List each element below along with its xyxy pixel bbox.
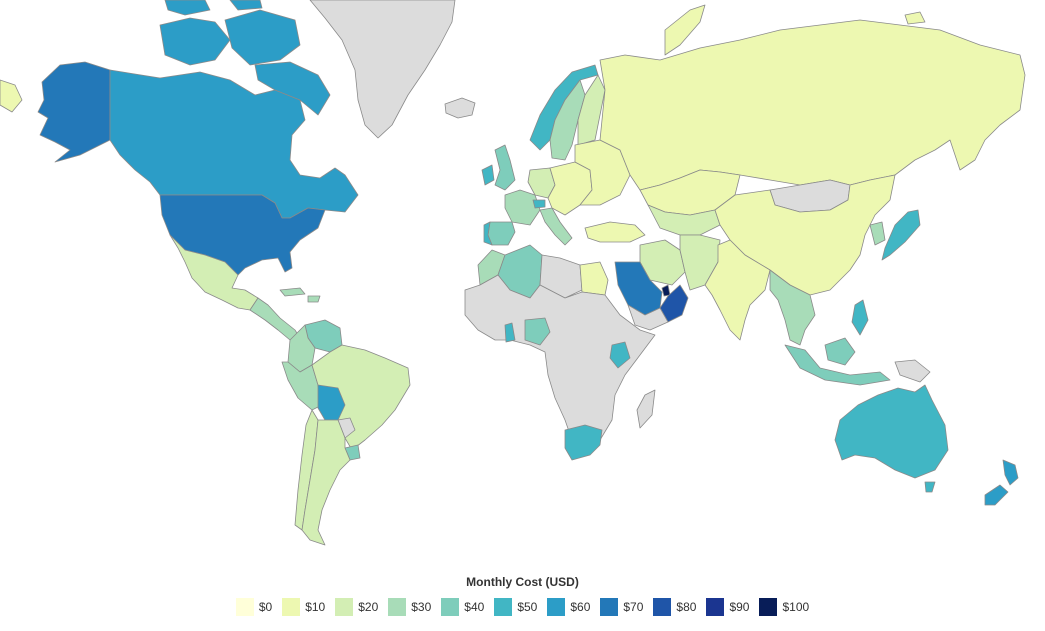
legend-swatch: [494, 598, 513, 616]
legend-swatch: [282, 598, 301, 616]
region-nigeria[interactable]: [524, 317, 551, 346]
region-philippines[interactable]: [851, 299, 869, 336]
region-italy[interactable]: [539, 207, 573, 246]
region-norway[interactable]: [529, 64, 599, 151]
region-indonesia[interactable]: [784, 344, 891, 386]
region-south-africa[interactable]: [564, 424, 603, 461]
region-finland[interactable]: [577, 74, 606, 146]
region-australia[interactable]: [834, 384, 949, 479]
legend-label: $10: [305, 600, 326, 614]
legend-items: $0 $10 $20 $30 $40 $50 $60 $70 $80 $90 $100: [0, 598, 1045, 616]
map-legend: Monthly Cost (USD) $0 $10 $20 $30 $40 $50 $60 $…: [0, 570, 1045, 631]
region-argentina[interactable]: [301, 419, 351, 546]
legend-label: $70: [623, 600, 644, 614]
legend-swatch: [600, 598, 619, 616]
region-canada[interactable]: [109, 69, 359, 219]
region-southeast-asia[interactable]: [769, 269, 816, 346]
region-ghana[interactable]: [504, 322, 516, 343]
legend-swatch: [235, 598, 254, 616]
region-switzerland[interactable]: [532, 199, 546, 209]
legend-item: $100: [759, 598, 809, 616]
region-spain[interactable]: [487, 221, 516, 246]
region-papua-new-guinea[interactable]: [894, 359, 931, 383]
legend-swatch: [335, 598, 354, 616]
region-indonesia-borneo[interactable]: [824, 337, 856, 366]
region-canada-islands[interactable]: [159, 17, 231, 66]
region-turkey[interactable]: [584, 221, 646, 243]
region-africa-other[interactable]: [464, 274, 656, 451]
region-iceland[interactable]: [444, 97, 476, 119]
legend-item: $20: [335, 598, 378, 616]
region-france[interactable]: [504, 189, 541, 226]
legend-item: $50: [494, 598, 537, 616]
region-yemen[interactable]: [627, 304, 669, 331]
legend-swatch: [547, 598, 566, 616]
region-madagascar[interactable]: [636, 389, 656, 429]
legend-swatch: [388, 598, 407, 616]
legend-label: $50: [517, 600, 538, 614]
legend-item: $0: [235, 598, 273, 616]
legend-swatch: [706, 598, 725, 616]
region-india[interactable]: [704, 239, 771, 341]
region-russia[interactable]: [599, 19, 1026, 191]
legend-label: $40: [464, 600, 485, 614]
land-layer: [0, 0, 1026, 546]
legend-item: $30: [388, 598, 431, 616]
legend-item: $90: [706, 598, 749, 616]
legend-label: $60: [570, 600, 591, 614]
legend-label: $30: [411, 600, 432, 614]
region-new-zealand[interactable]: [1002, 459, 1019, 486]
region-central-america[interactable]: [249, 297, 301, 341]
region-portugal[interactable]: [483, 221, 493, 246]
region-qatar[interactable]: [661, 284, 671, 297]
region-canada-islands[interactable]: [254, 61, 331, 116]
region-japan[interactable]: [881, 209, 921, 261]
region-alaska[interactable]: [37, 61, 111, 163]
region-united-kingdom[interactable]: [494, 144, 516, 191]
legend-label: $90: [729, 600, 750, 614]
legend-label: $80: [676, 600, 697, 614]
region-canada-islands[interactable]: [224, 9, 301, 66]
legend-label: $100: [782, 600, 810, 614]
region-ireland[interactable]: [481, 164, 495, 186]
region-canada-islands[interactable]: [229, 0, 263, 11]
legend-swatch: [759, 598, 778, 616]
region-egypt[interactable]: [579, 261, 609, 296]
region-tasmania[interactable]: [924, 481, 936, 493]
region-new-zealand-south[interactable]: [984, 484, 1009, 506]
region-russia-islands[interactable]: [664, 4, 706, 56]
legend-label: $20: [358, 600, 379, 614]
legend-item: $10: [282, 598, 325, 616]
legend-label: $0: [258, 600, 273, 614]
region-kenya[interactable]: [609, 341, 631, 369]
region-south-korea[interactable]: [869, 221, 886, 246]
legend-item: $80: [653, 598, 696, 616]
legend-title: Monthly Cost (USD): [466, 575, 579, 589]
legend-item: $60: [547, 598, 590, 616]
region-russia-islands[interactable]: [904, 11, 926, 25]
map-canvas: [0, 0, 1026, 546]
legend-item: $70: [600, 598, 643, 616]
world-choropleth-map: [0, 0, 1026, 546]
region-chukotka-west[interactable]: [0, 79, 23, 113]
legend-item: $40: [441, 598, 484, 616]
region-central-europe[interactable]: [547, 161, 593, 216]
legend-swatch: [441, 598, 460, 616]
region-canada-islands[interactable]: [164, 0, 211, 16]
region-greenland[interactable]: [309, 0, 456, 139]
region-caribbean[interactable]: [307, 295, 321, 303]
legend-swatch: [653, 598, 672, 616]
region-caribbean[interactable]: [279, 287, 306, 297]
